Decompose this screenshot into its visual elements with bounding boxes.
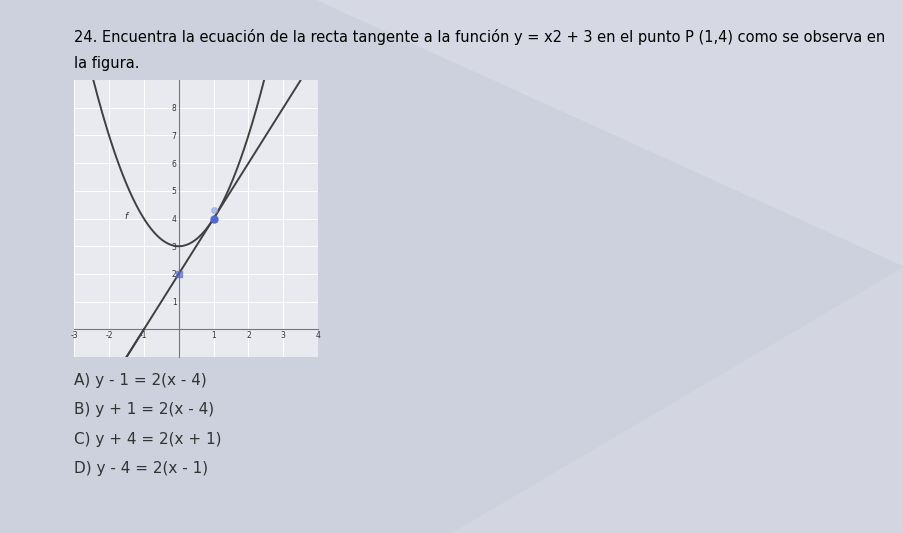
Text: C) y + 4 = 2(x + 1): C) y + 4 = 2(x + 1) — [74, 432, 221, 447]
Polygon shape — [316, 0, 903, 266]
Text: 24. Encuentra la ecuación de la recta tangente a la función y = x2 + 3 en el pun: 24. Encuentra la ecuación de la recta ta… — [74, 29, 884, 45]
Text: f: f — [125, 212, 127, 221]
Text: A) y - 1 = 2(x - 4): A) y - 1 = 2(x - 4) — [74, 373, 207, 388]
Text: D) y - 4 = 2(x - 1): D) y - 4 = 2(x - 1) — [74, 461, 208, 476]
Text: la figura.: la figura. — [74, 56, 139, 71]
Text: B) y + 1 = 2(x - 4): B) y + 1 = 2(x - 4) — [74, 402, 214, 417]
Polygon shape — [452, 266, 903, 533]
